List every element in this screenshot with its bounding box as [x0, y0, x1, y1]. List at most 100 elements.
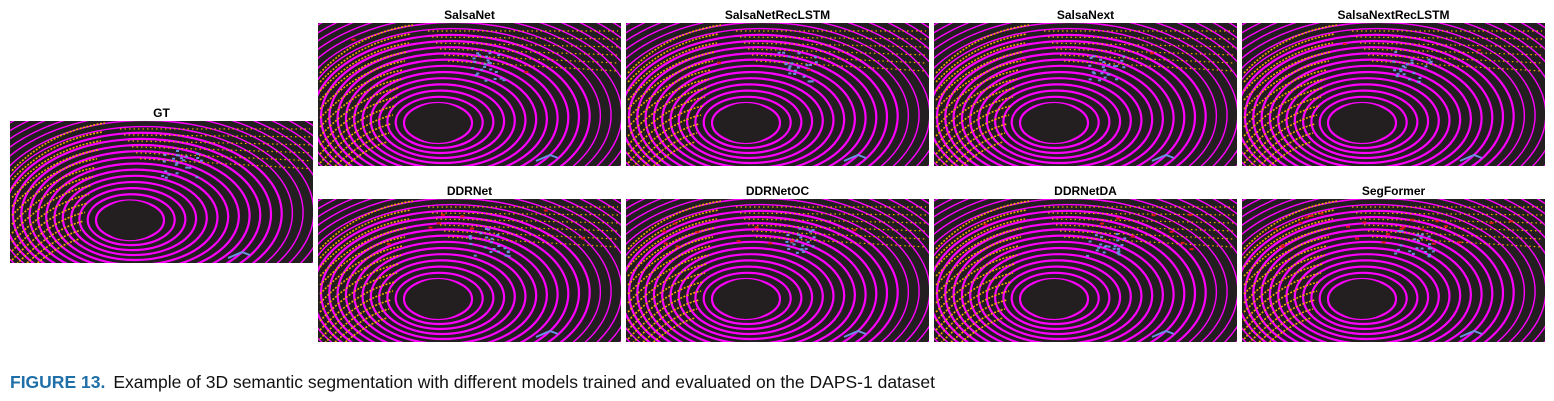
vegetation-far — [135, 152, 311, 162]
error-points — [1342, 42, 1482, 52]
vegetation-arc — [935, 33, 1028, 83]
panel-salsanet: SalsaNet — [318, 8, 621, 166]
error-point — [1346, 225, 1351, 228]
road-ring — [386, 89, 495, 155]
vegetation-far — [1371, 236, 1543, 248]
vegetation-arc — [319, 254, 402, 304]
vehicle-point — [163, 153, 167, 156]
vehicle-point — [795, 239, 799, 242]
vegetation-arc — [627, 245, 712, 295]
error-point — [1150, 52, 1155, 55]
vehicle-point — [1103, 246, 1107, 249]
error-point — [1298, 221, 1303, 224]
error-point — [543, 209, 548, 212]
road-ring — [661, 240, 846, 342]
error-point — [1401, 226, 1406, 229]
vehicle-point — [1091, 71, 1095, 74]
sensor-blind-spot — [1332, 103, 1392, 143]
vehicle-point — [474, 74, 478, 77]
road-ring — [1293, 253, 1440, 341]
error-point — [663, 242, 668, 245]
vehicle-point — [1103, 76, 1107, 79]
road-ring — [1242, 199, 1536, 342]
panel-title: DDRNetDA — [1054, 184, 1117, 198]
vehicle-point — [799, 236, 803, 239]
error-point — [1099, 222, 1104, 225]
road-ring — [1010, 271, 1100, 326]
vehicle-point — [1101, 66, 1105, 69]
error-point — [673, 222, 678, 225]
panel-title: SalsaNext — [1056, 8, 1115, 22]
vehicle-point — [785, 240, 789, 243]
vehicle-point — [507, 255, 511, 258]
lidar-scan-salsanext — [934, 23, 1237, 166]
vegetation-arc — [11, 122, 106, 172]
vehicle-point — [1099, 243, 1103, 246]
vegetation-arc — [1243, 42, 1334, 92]
road-ring — [1252, 46, 1494, 166]
road-ring — [626, 23, 920, 166]
road-ring — [1310, 89, 1419, 155]
vehicle-point — [787, 67, 791, 70]
vehicle-point — [1408, 78, 1412, 81]
vegetation-far — [1063, 236, 1235, 248]
vegetation-far — [743, 42, 927, 48]
road-ring — [969, 64, 1154, 166]
error-point — [1151, 214, 1156, 217]
road-ring — [36, 156, 240, 263]
vegetation-arc — [935, 87, 1016, 137]
vehicle-point — [798, 227, 802, 230]
road-ring — [1252, 222, 1494, 342]
panel-salsanextreclstm: SalsaNextRecLSTM — [1242, 8, 1545, 166]
sensor-blind-spot — [1024, 279, 1084, 319]
panel-title: SegFormer — [1361, 184, 1426, 198]
vegetation-arc — [935, 78, 1018, 128]
vegetation-arc — [319, 24, 414, 74]
vehicle-point — [161, 174, 165, 177]
vegetation-arc — [935, 272, 1014, 322]
vehicle-point — [1416, 233, 1420, 236]
vehicle-points — [1394, 229, 1483, 338]
error-point — [768, 242, 773, 245]
road-ring — [652, 58, 856, 166]
error-points — [386, 209, 586, 245]
vegetation-arc — [1243, 245, 1328, 295]
road-ring — [993, 83, 1122, 160]
vehicle-point — [790, 62, 794, 65]
vegetation-arc — [935, 218, 1026, 268]
vegetation-arc — [1243, 114, 1318, 164]
road-ring — [934, 23, 1228, 166]
vegetation-arc — [627, 263, 708, 313]
panel-gt: GT — [10, 106, 313, 263]
error-point — [1457, 241, 1462, 244]
vehicle-point — [1427, 255, 1431, 258]
vehicle-point — [793, 72, 797, 75]
road-ring — [20, 143, 262, 263]
vehicle-point — [805, 64, 809, 67]
error-point — [1021, 59, 1026, 62]
vegetation-arc — [935, 263, 1016, 313]
vehicle-point — [167, 173, 171, 176]
vehicle-point — [483, 246, 487, 249]
vehicle-point — [1413, 238, 1417, 241]
vehicle-point — [1401, 65, 1405, 68]
vegetation-arc — [935, 114, 1010, 164]
vehicle-point — [1102, 61, 1106, 64]
road-ring — [86, 193, 176, 247]
road-ring — [934, 33, 1207, 166]
vegetation-far — [1359, 218, 1543, 224]
vehicle-point — [1116, 251, 1120, 254]
road-ring — [78, 187, 187, 252]
vehicle-point — [497, 245, 501, 248]
vehicle-point — [477, 54, 481, 57]
road-ring — [328, 222, 570, 342]
road-ring — [318, 199, 612, 342]
error-point — [1304, 216, 1309, 219]
vegetation-far — [1371, 60, 1543, 72]
road-ring — [685, 83, 814, 160]
vehicle-point — [1416, 240, 1420, 243]
vehicle-point — [1092, 55, 1096, 58]
figure-label: FIGURE 13. — [10, 372, 106, 392]
vehicle-point — [473, 60, 477, 63]
road-ring — [1293, 77, 1440, 165]
